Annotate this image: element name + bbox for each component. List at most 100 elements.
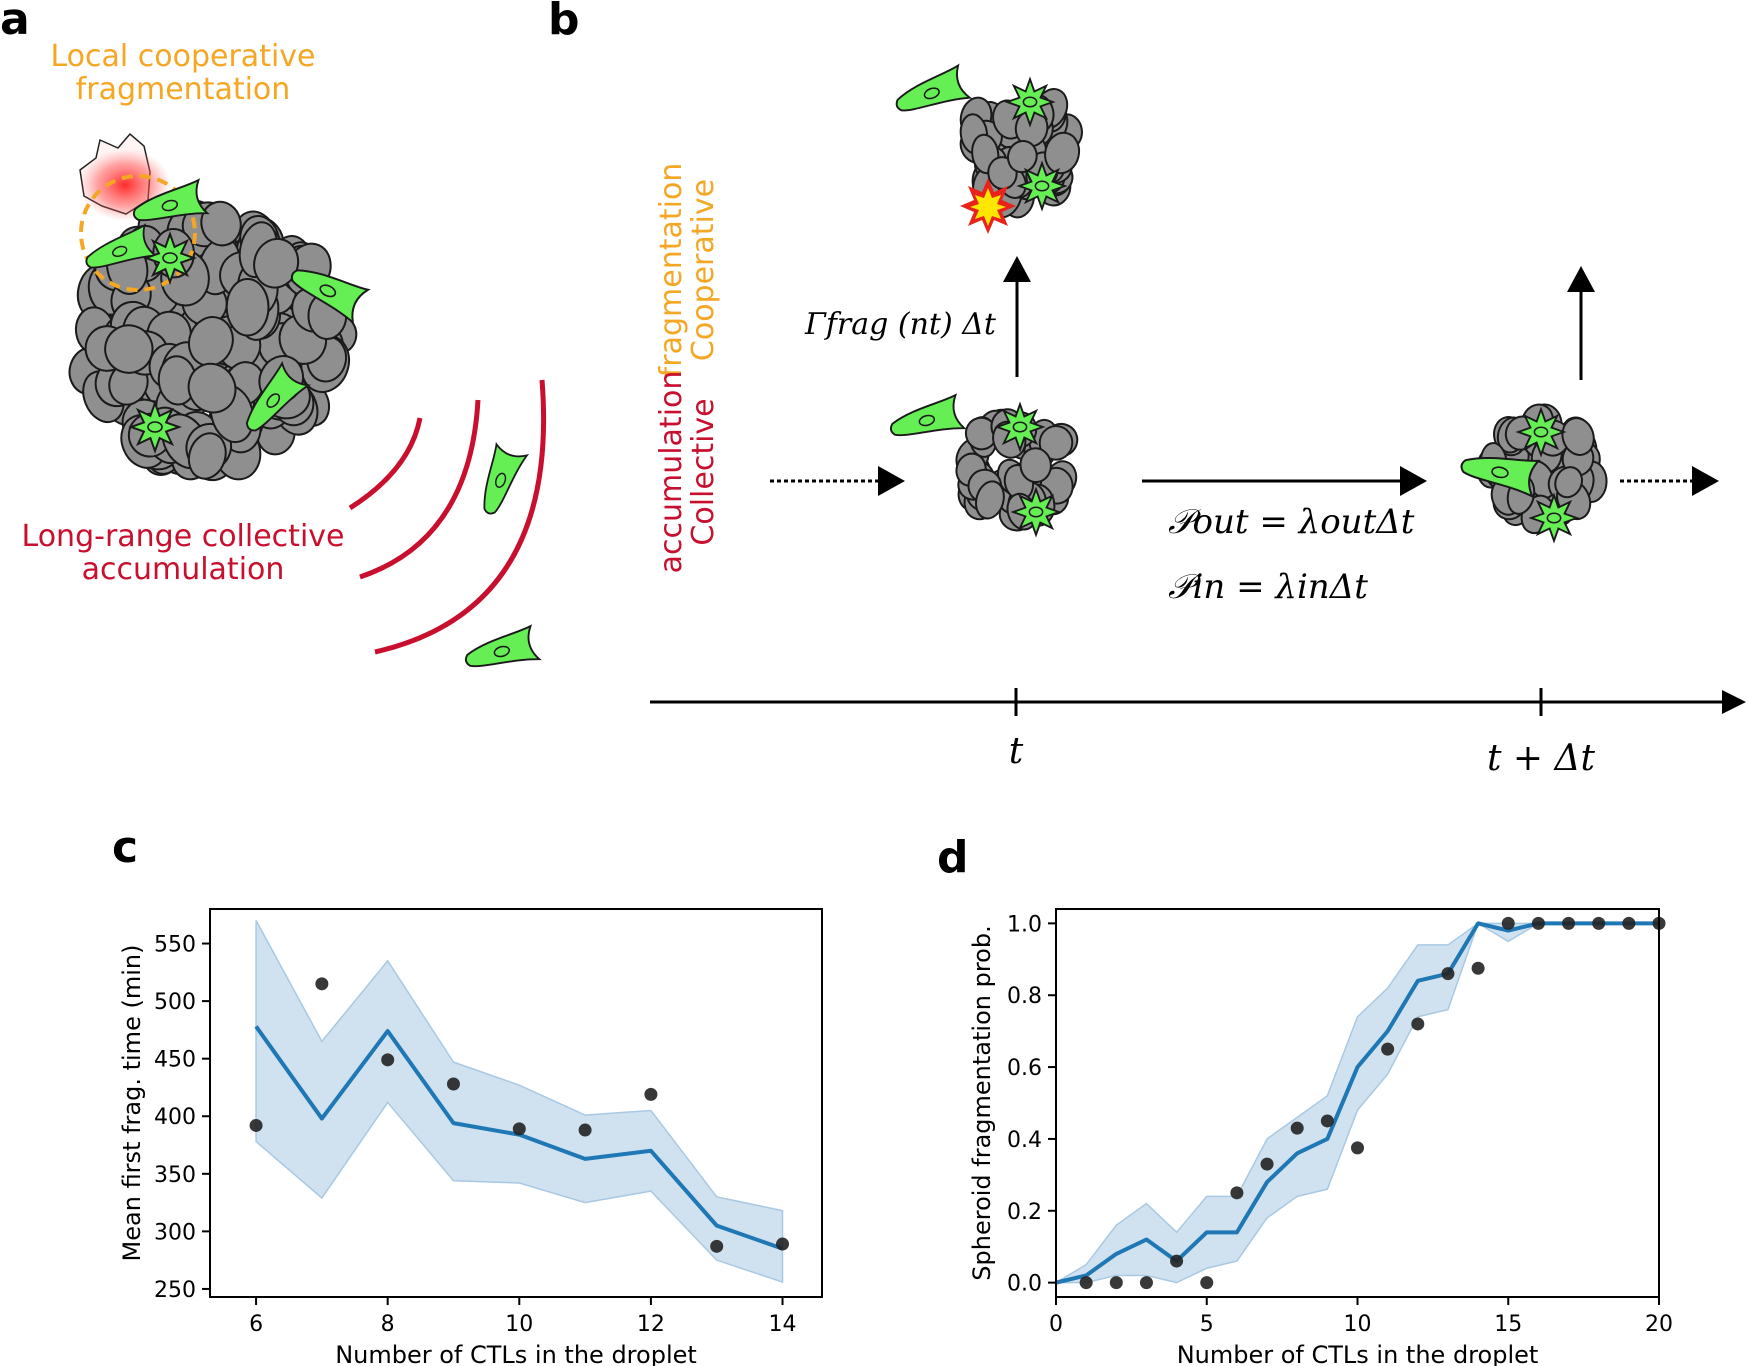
tumor-cell bbox=[1561, 417, 1595, 456]
panel-d: d 0 5 10 15 20 0.0 0.2 0.4 0.6 0.8 1.0 Number of CT… bbox=[937, 832, 1673, 1366]
data-point bbox=[1441, 967, 1455, 981]
coop-label-line2: fragmentation bbox=[654, 163, 689, 378]
ctl-cell bbox=[290, 269, 371, 325]
plot-frame bbox=[209, 908, 823, 1298]
panel-letter-d: d bbox=[937, 832, 969, 883]
ctl-cell-activated bbox=[128, 400, 182, 454]
data-point bbox=[1079, 1276, 1093, 1290]
tumor-cell bbox=[1019, 447, 1052, 484]
y-tick-label: 0.2 bbox=[1007, 1200, 1042, 1225]
ctl-cell bbox=[245, 360, 311, 432]
coll-label-line1: Collective bbox=[686, 398, 721, 545]
spheroid-a bbox=[68, 199, 358, 482]
tumor-cell bbox=[104, 324, 154, 374]
data-point bbox=[776, 1237, 790, 1251]
dotted-arrow-out-head bbox=[1692, 466, 1719, 496]
y-tick-label: 0.6 bbox=[1007, 1056, 1042, 1081]
x-tick-label: 12 bbox=[637, 1312, 665, 1337]
coop-label-line1: Cooperative bbox=[686, 179, 721, 361]
data-point bbox=[1290, 1121, 1304, 1135]
y-tick-label: 300 bbox=[154, 1220, 196, 1245]
ctl-cell bbox=[895, 63, 973, 112]
data-point bbox=[1139, 1276, 1153, 1290]
accumulation-arcs bbox=[348, 379, 547, 655]
panel-c: c 6 8 10 12 14 250 300 350 400 450 500 550 Number of… bbox=[112, 822, 823, 1366]
data-point bbox=[512, 1122, 526, 1136]
ctl-cell-activated bbox=[1010, 486, 1062, 538]
ctl-cell-activated bbox=[1004, 76, 1056, 128]
gamma-frag-label: Γfrag (nt) Δt bbox=[804, 307, 997, 342]
tumor-cell bbox=[187, 432, 227, 480]
chart-d: 0 5 10 15 20 0.0 0.2 0.4 0.6 0.8 1.0 Number of CTLs… bbox=[968, 908, 1673, 1366]
tumor-cell bbox=[975, 480, 1005, 520]
ctl-cell-activated bbox=[1515, 406, 1567, 458]
ctl-cell bbox=[132, 178, 210, 222]
data-point bbox=[249, 1118, 263, 1132]
data-point bbox=[446, 1077, 460, 1091]
tumor-cell bbox=[1554, 466, 1583, 499]
long-range-label-line1: Long-range collective bbox=[22, 519, 345, 554]
ctl-cells-a bbox=[85, 178, 542, 668]
tumor-cell bbox=[187, 362, 237, 414]
collective-accumulation-label: Collective accumulation bbox=[654, 371, 721, 574]
x-tick-label: 10 bbox=[505, 1312, 533, 1337]
x-axis-label: Number of CTLs in the droplet bbox=[1177, 1341, 1539, 1366]
y-axis-label: Spheroid fragmentation prob. bbox=[968, 925, 996, 1280]
x-tick-label: 6 bbox=[249, 1312, 263, 1337]
data-point bbox=[1320, 1114, 1334, 1128]
ctl-cells-b bbox=[889, 63, 1580, 544]
data-point bbox=[1109, 1276, 1123, 1290]
y-tick-label: 1.0 bbox=[1007, 912, 1042, 937]
time-label-t-dt: t + Δt bbox=[1487, 738, 1596, 779]
y-axis-label: Mean first frag. time (min) bbox=[118, 945, 146, 1262]
panel-letter-b: b bbox=[548, 0, 580, 45]
tumor-cell bbox=[200, 200, 242, 247]
y-tick-label: 250 bbox=[154, 1278, 196, 1303]
confidence-band bbox=[1053, 922, 1659, 1284]
data-point bbox=[578, 1123, 592, 1137]
ctl-cell-activated bbox=[994, 401, 1046, 453]
ctl-cell bbox=[889, 393, 967, 437]
y-tick-label: 0.8 bbox=[1007, 984, 1042, 1009]
data-point bbox=[1351, 1141, 1364, 1155]
time-label-t: t bbox=[1009, 731, 1024, 772]
ctl-cell bbox=[464, 624, 542, 668]
panel-letter-a: a bbox=[0, 0, 30, 45]
time-axis-head bbox=[1722, 690, 1746, 714]
data-point bbox=[1411, 1017, 1425, 1031]
x-tick-label: 20 bbox=[1645, 1312, 1673, 1337]
data-point bbox=[1200, 1276, 1214, 1290]
cooperative-zone-circle bbox=[79, 174, 197, 292]
x-tick-label: 5 bbox=[1200, 1312, 1214, 1337]
ctl-cell-activated bbox=[1016, 160, 1068, 212]
data-point bbox=[1531, 916, 1545, 930]
y-tick-label: 500 bbox=[154, 990, 196, 1015]
explosion-icon bbox=[960, 178, 1016, 234]
y-tick-label: 350 bbox=[154, 1163, 196, 1188]
y-tick-label: 450 bbox=[154, 1048, 196, 1073]
ctl-cell bbox=[483, 441, 530, 515]
tumor-spheroid-a bbox=[68, 199, 358, 482]
x-tick-label: 14 bbox=[769, 1312, 797, 1337]
coll-label-line2: accumulation bbox=[654, 371, 689, 574]
panel-b: b Cooperative fragmentation Collective a… bbox=[548, 0, 1746, 779]
ctl-cell-activated bbox=[143, 231, 197, 285]
data-point bbox=[1622, 916, 1636, 930]
p-out-equation: 𝒫out = λoutΔt bbox=[1168, 502, 1415, 542]
data-point bbox=[644, 1087, 658, 1101]
y-tick-label: 550 bbox=[154, 933, 196, 958]
y-tick-label: 400 bbox=[154, 1105, 196, 1130]
data-point bbox=[1562, 916, 1576, 930]
y-tick-label: 0.4 bbox=[1007, 1128, 1042, 1153]
transition-arrow-head bbox=[1400, 466, 1427, 496]
x-tick-label: 8 bbox=[381, 1312, 395, 1337]
tumor-cell bbox=[1006, 140, 1038, 174]
x-tick-label: 10 bbox=[1344, 1312, 1372, 1337]
dotted-arrow-in-head bbox=[878, 466, 905, 496]
data-point bbox=[1471, 961, 1485, 975]
data-point bbox=[1592, 916, 1606, 930]
data-point bbox=[1230, 1186, 1244, 1200]
tumor-cell bbox=[225, 278, 270, 337]
data-point bbox=[381, 1053, 395, 1067]
